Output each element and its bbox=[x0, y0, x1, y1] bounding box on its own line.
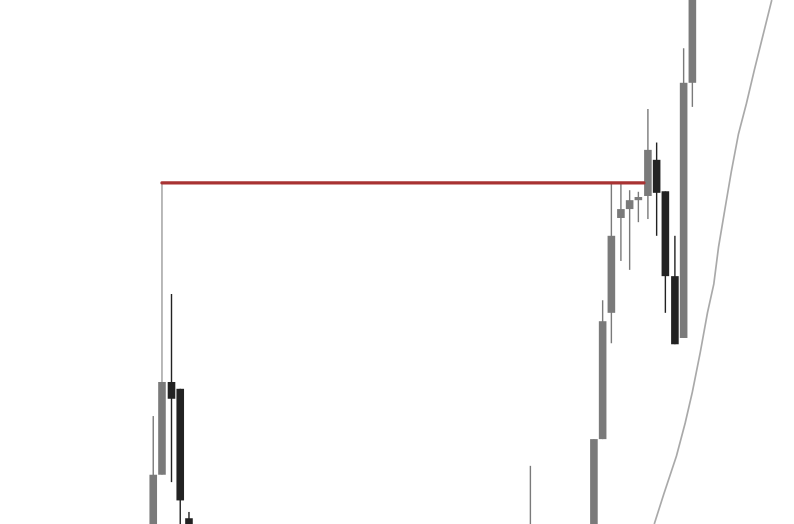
candle-body-2 bbox=[158, 381, 166, 475]
candle-body-18 bbox=[688, 0, 697, 83]
candle-3 bbox=[167, 293, 176, 483]
candle-17 bbox=[679, 48, 688, 338]
candle-12 bbox=[634, 191, 643, 223]
candle-16 bbox=[671, 235, 679, 345]
moving-average-line bbox=[653, 0, 773, 524]
candle-body-5 bbox=[185, 518, 193, 524]
lines-layer bbox=[160, 0, 773, 524]
candle-10 bbox=[617, 182, 625, 261]
candle-11 bbox=[625, 190, 634, 270]
candle-body-1 bbox=[149, 474, 158, 524]
candle-body-4 bbox=[176, 388, 185, 501]
candle-7 bbox=[590, 439, 598, 524]
candles-layer bbox=[149, 0, 697, 524]
candle-body-3 bbox=[167, 381, 176, 399]
candle-5 bbox=[185, 511, 193, 524]
candle-9 bbox=[607, 182, 616, 344]
candle-body-15 bbox=[661, 191, 670, 277]
candle-14 bbox=[652, 142, 661, 236]
candle-6 bbox=[529, 465, 532, 524]
candle-body-9 bbox=[607, 235, 616, 313]
candle-18 bbox=[688, 0, 697, 107]
candle-body-17 bbox=[679, 82, 688, 338]
candle-body-16 bbox=[671, 276, 679, 345]
candle-body-12 bbox=[634, 197, 643, 201]
candle-body-7 bbox=[590, 439, 598, 524]
candle-body-10 bbox=[617, 209, 625, 218]
candle-13 bbox=[644, 108, 652, 220]
candle-body-8 bbox=[598, 321, 607, 440]
candle-8 bbox=[598, 300, 607, 440]
candle-body-11 bbox=[625, 200, 634, 210]
candle-4 bbox=[176, 388, 185, 524]
candle-2 bbox=[158, 381, 166, 475]
candle-15 bbox=[661, 191, 670, 313]
candle-body-14 bbox=[652, 159, 661, 193]
candle-1 bbox=[149, 416, 158, 524]
candle-body-13 bbox=[644, 149, 652, 196]
